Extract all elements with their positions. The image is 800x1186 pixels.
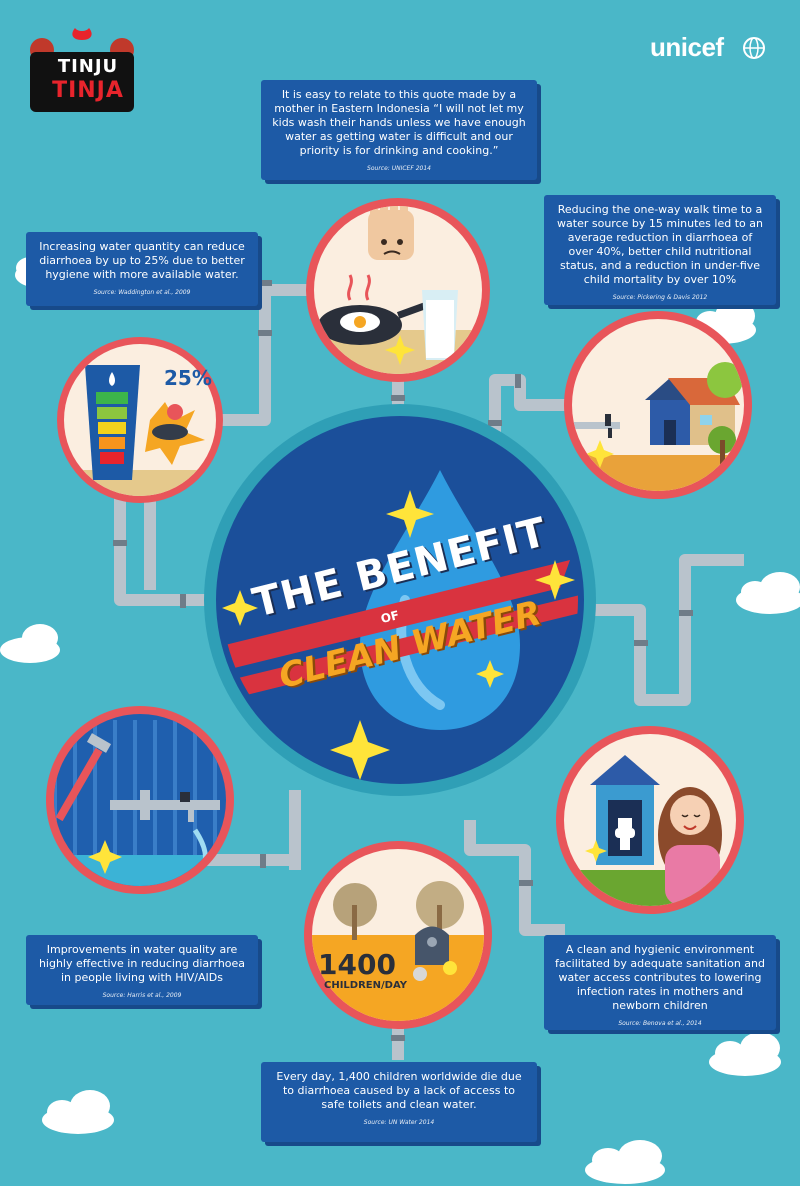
center-emblem bbox=[204, 404, 596, 796]
logo-left-line1: TINJU bbox=[57, 56, 119, 77]
fact-source: Source: Harris et al., 2009 bbox=[102, 992, 182, 999]
fact-text: A clean and hygienic environment facilit… bbox=[554, 943, 765, 1012]
unicef-logo: unicef bbox=[650, 32, 770, 68]
cloud bbox=[736, 572, 800, 614]
fact-text: It is easy to relate to this quote made … bbox=[272, 88, 526, 157]
fact-text: Reducing the one-way walk time to a wate… bbox=[557, 203, 763, 286]
fact-box-water-quality: Improvements in water quality are highly… bbox=[26, 935, 258, 1005]
tap-icon bbox=[572, 414, 620, 438]
illustration-water-quality bbox=[46, 706, 234, 894]
hand-icon bbox=[368, 206, 414, 260]
wrench-icon bbox=[55, 733, 112, 822]
percent-label: 25% bbox=[164, 366, 212, 390]
logo-left-line2: TINJA bbox=[52, 78, 124, 103]
sparkle-icon bbox=[385, 335, 415, 365]
fact-box-water-quantity: Increasing water quantity can reduce dia… bbox=[26, 232, 258, 306]
cloud bbox=[709, 1032, 781, 1076]
illustration-water-quantity bbox=[57, 337, 223, 503]
cloud bbox=[42, 1090, 114, 1134]
fact-source: Source: Pickering & Davis 2012 bbox=[612, 294, 708, 301]
cloud bbox=[585, 1140, 665, 1184]
sparkle-icon bbox=[586, 440, 614, 468]
fact-box-sanitation: A clean and hygienic environment facilit… bbox=[544, 935, 776, 1030]
sparkle-icon bbox=[222, 490, 575, 780]
drop-icon bbox=[109, 372, 115, 386]
children-count: 1400 bbox=[318, 948, 396, 981]
logo-left: TINJU TINJA bbox=[22, 30, 142, 120]
glass-of-water-icon bbox=[422, 290, 458, 360]
globe-icon bbox=[743, 37, 765, 59]
illustration-sanitation bbox=[556, 726, 744, 914]
cloud bbox=[0, 624, 60, 663]
illustration-children-deaths bbox=[304, 841, 492, 1029]
sparkle-icon bbox=[88, 840, 122, 874]
unicef-wordmark: unicef bbox=[650, 32, 724, 62]
fact-source: Source: UN Water 2014 bbox=[363, 1119, 435, 1126]
fact-text: Increasing water quantity can reduce dia… bbox=[39, 240, 245, 281]
fact-source: Source: Benova et al., 2014 bbox=[618, 1020, 702, 1027]
gravestone-icon bbox=[415, 926, 449, 965]
clouds bbox=[0, 247, 800, 1184]
house-icon bbox=[645, 378, 740, 445]
illustration-mother-quote bbox=[306, 198, 490, 382]
fact-source: Source: UNICEF 2014 bbox=[367, 165, 431, 172]
tinju-tinja-logo bbox=[30, 28, 134, 112]
children-unit: CHILDREN/DAY bbox=[324, 980, 407, 991]
fact-source: Source: Waddington et al., 2009 bbox=[93, 289, 191, 296]
fact-text: Improvements in water quality are highly… bbox=[38, 943, 246, 984]
fact-text: Every day, 1,400 children worldwide die … bbox=[276, 1070, 522, 1111]
toilet-icon bbox=[615, 818, 635, 850]
fact-box-walk-time: Reducing the one-way walk time to a wate… bbox=[544, 195, 776, 305]
tap-icon bbox=[180, 792, 194, 822]
illustration-walk-time bbox=[564, 311, 752, 499]
fact-box-mother-quote: It is easy to relate to this quote made … bbox=[261, 80, 537, 180]
fact-box-children-deaths: Every day, 1,400 children worldwide die … bbox=[261, 1062, 537, 1142]
sparkle-icon bbox=[585, 840, 607, 862]
